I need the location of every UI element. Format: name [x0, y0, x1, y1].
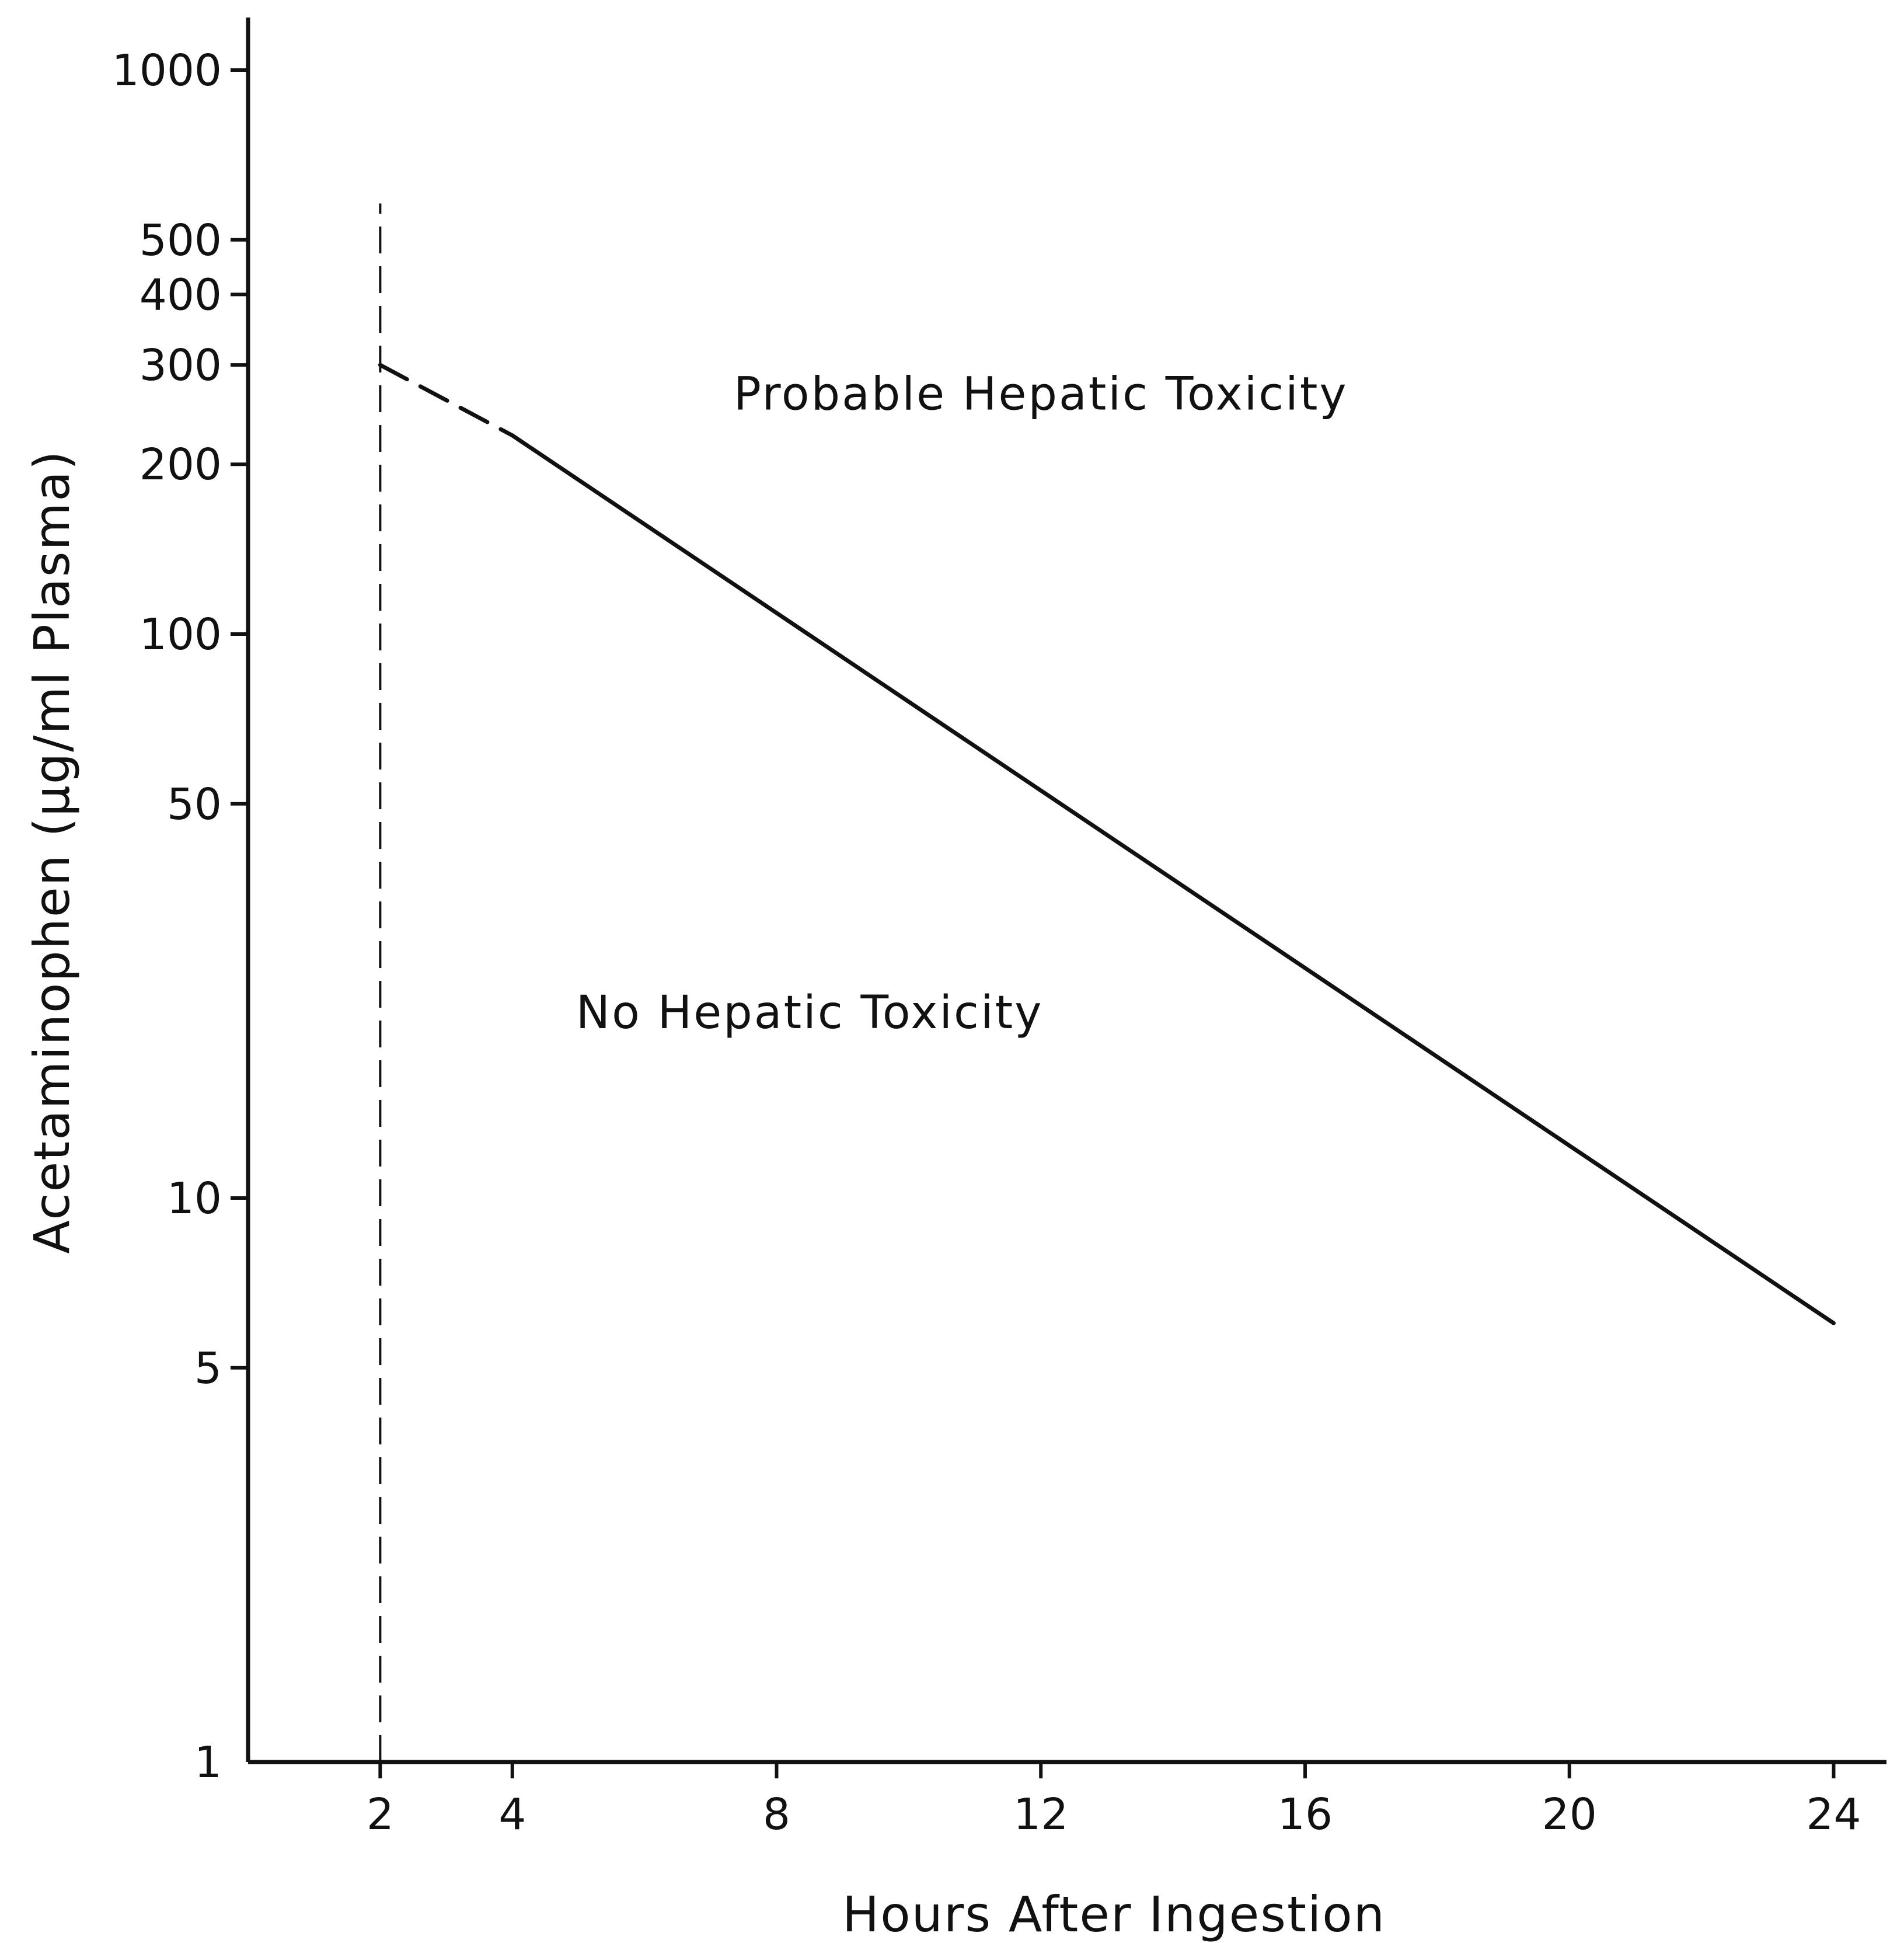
x-tick-label: 2 — [367, 1789, 394, 1840]
y-tick-label: 500 — [140, 215, 222, 266]
y-tick-label: 1000 — [112, 46, 222, 96]
labels: Hours After Ingestion Acetaminophen (μg/… — [23, 368, 1386, 1943]
y-tick-label: 10 — [167, 1174, 222, 1224]
y-tick-label: 1 — [194, 1737, 222, 1788]
plot-marks — [378, 203, 1836, 1762]
y-tick-label: 5 — [194, 1343, 222, 1394]
x-tick-label: 16 — [1278, 1789, 1333, 1840]
x-axis-title: Hours After Ingestion — [842, 1886, 1386, 1943]
x-tick-label: 4 — [498, 1789, 526, 1840]
x-tick-label: 24 — [1806, 1789, 1861, 1840]
y-tick-label: 200 — [140, 440, 222, 490]
x-tick-label: 8 — [763, 1789, 790, 1840]
y-axis-title: Acetaminophen (μg/ml Plasma) — [23, 450, 81, 1253]
region-label-probable-toxicity: Probable Hepatic Toxicity — [734, 368, 1348, 421]
region-label-no-toxicity: No Hepatic Toxicity — [576, 987, 1044, 1039]
x-tick-label: 12 — [1013, 1789, 1068, 1840]
y-tick-label: 400 — [140, 270, 222, 320]
treatment-line-dashed-segment — [378, 363, 515, 438]
y-tick-label: 100 — [140, 610, 222, 660]
y-tick-label: 300 — [140, 340, 222, 391]
y-tick-label: 50 — [167, 779, 222, 830]
treatment-line-solid-segment — [510, 433, 1836, 1325]
x-tick-label: 20 — [1542, 1789, 1597, 1840]
